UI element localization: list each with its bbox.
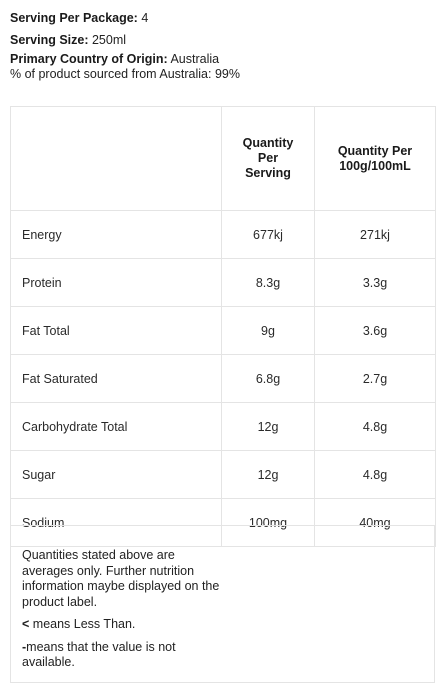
nutrient-name: Sodium [10, 498, 222, 547]
header-per-100-label: Quantity Per 100g/100mL [337, 143, 413, 173]
header-per-serving-label: Quantity Per Serving [242, 136, 294, 180]
nutrient-name: Fat Total [10, 306, 222, 355]
nutrition-table-wrapper: Quantity Per Serving Quantity Per 100g/1… [10, 106, 436, 547]
nutrition-notes: Quantities stated above are averages onl… [10, 525, 435, 683]
nutrient-name: Sugar [10, 450, 222, 499]
per-serving-value: 6.8g [221, 354, 315, 403]
less-than-symbol: < [22, 617, 30, 631]
per-serving-value: 677kj [221, 210, 315, 259]
serving-per-package: Serving Per Package: 4 [10, 8, 434, 30]
nutrition-table: Quantity Per Serving Quantity Per 100g/1… [10, 106, 436, 547]
less-than-text: means Less Than. [29, 617, 136, 631]
per-serving-value: 12g [221, 402, 315, 451]
header-per-100: Quantity Per 100g/100mL [314, 106, 436, 211]
table-row: Sodium 100mg 40mg [10, 498, 436, 547]
per-100-value: 271kj [314, 210, 436, 259]
per-100-value: 3.3g [314, 258, 436, 307]
serving-size-label: Serving Size: [10, 33, 89, 47]
per-serving-value: 12g [221, 450, 315, 499]
table-row: Sugar 12g 4.8g [10, 450, 436, 499]
dash-symbol: - [22, 639, 27, 654]
table-row: Fat Total 9g 3.6g [10, 306, 436, 355]
nutrient-name: Energy [10, 210, 222, 259]
serving-per-package-label: Serving Per Package: [10, 11, 138, 25]
serving-per-package-value: 4 [137, 11, 149, 25]
country-value: Australia [167, 52, 220, 66]
country-label: Primary Country of Origin: [10, 52, 168, 66]
product-meta: Serving Per Package: 4 Serving Size: 250… [10, 8, 434, 82]
table-header-row: Quantity Per Serving Quantity Per 100g/1… [10, 106, 436, 211]
per-100-value: 4.8g [314, 450, 436, 499]
per-100-value: 40mg [314, 498, 436, 547]
table-row: Carbohydrate Total 12g 4.8g [10, 402, 436, 451]
serving-size-value: 250ml [88, 33, 127, 47]
per-serving-value: 9g [221, 306, 315, 355]
per-100-value: 3.6g [314, 306, 436, 355]
table-row: Protein 8.3g 3.3g [10, 258, 436, 307]
table-row: Fat Saturated 6.8g 2.7g [10, 354, 436, 403]
dash-note: -means that the value is not available. [22, 640, 222, 671]
averages-note: Quantities stated above are averages onl… [22, 548, 220, 609]
nutrient-name: Carbohydrate Total [10, 402, 222, 451]
per-serving-value: 100mg [221, 498, 315, 547]
per-100-value: 4.8g [314, 402, 436, 451]
nutrient-name: Fat Saturated [10, 354, 222, 403]
dash-text: means that the value is not available. [22, 639, 176, 670]
sourced-percentage: % of product sourced from Australia: 99% [10, 67, 240, 81]
country-of-origin: Primary Country of Origin: Australia [10, 52, 434, 67]
table-row: Energy 677kj 271kj [10, 210, 436, 259]
header-nutrient [10, 106, 222, 211]
less-than-note: < means Less Than. [22, 617, 434, 633]
serving-size: Serving Size: 250ml [10, 30, 434, 52]
header-per-serving: Quantity Per Serving [221, 106, 315, 211]
per-serving-value: 8.3g [221, 258, 315, 307]
nutrient-name: Protein [10, 258, 222, 307]
per-100-value: 2.7g [314, 354, 436, 403]
